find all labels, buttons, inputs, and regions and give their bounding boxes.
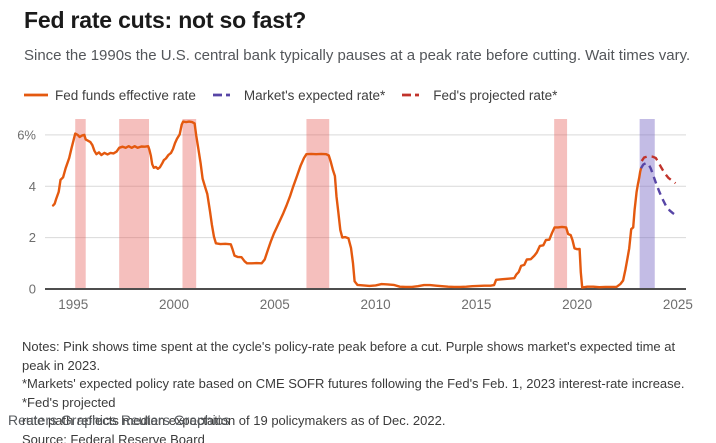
pink-peak-band xyxy=(182,119,197,289)
pink-peak-band xyxy=(554,119,568,289)
note-line: *Markets' expected policy rate based on … xyxy=(22,376,685,410)
legend-label: Market's expected rate* xyxy=(243,87,386,103)
legend-item-2: Fed's projected rate* xyxy=(402,88,557,103)
series-line-0 xyxy=(51,120,643,289)
chart-legend: Fed funds effective rate Market's expecte… xyxy=(24,86,557,104)
series-line-2 xyxy=(640,155,677,185)
chart-notes: Notes: Pink shows time spent at the cycl… xyxy=(22,338,698,443)
x-tick-label: 2005 xyxy=(260,297,290,312)
y-tick-label: 6% xyxy=(17,127,36,142)
note-line: Notes: Pink shows time spent at the cycl… xyxy=(22,339,676,373)
x-tick-label: 2020 xyxy=(562,297,592,312)
legend-item-1: Market's expected rate* xyxy=(212,87,386,103)
x-tick-label: 2015 xyxy=(461,297,491,312)
y-tick-label: 0 xyxy=(29,282,36,297)
pink-peak-band xyxy=(75,119,86,289)
source-note: Source: Federal Reserve Board xyxy=(22,431,205,443)
dashed-line-swatch-icon xyxy=(402,93,427,97)
solid-line-swatch-icon xyxy=(24,93,48,97)
rate-chart-plot: 6% 4 2 0 1995 2000 2005 2010 2015 2020 2025 xyxy=(17,119,693,312)
pink-peak-band xyxy=(306,119,330,289)
page-subtitle: Since the 1990s the U.S. central bank ty… xyxy=(24,47,691,64)
purple-peak-band xyxy=(639,119,655,289)
x-tick-label: 1995 xyxy=(58,297,88,312)
page-title: Fed rate cuts: not so fast? xyxy=(24,7,307,33)
legend-item-0: Fed funds effective rate xyxy=(24,88,196,103)
legend-label: Fed's projected rate* xyxy=(433,87,558,103)
x-tick-label: 2010 xyxy=(361,297,391,312)
pink-peak-band xyxy=(119,119,150,289)
x-tick-label: 2025 xyxy=(663,297,693,312)
x-tick-label: 2000 xyxy=(159,297,189,312)
series-line-1 xyxy=(639,162,677,216)
dashed-line-swatch-icon xyxy=(212,93,237,97)
note-line: rate path reflects median expectation of… xyxy=(22,413,446,428)
y-tick-label: 2 xyxy=(29,230,36,245)
legend-label: Fed funds effective rate xyxy=(55,87,196,103)
y-tick-label: 4 xyxy=(29,179,36,194)
credit-link[interactable]: Reuters Graphics Reuters Graphics xyxy=(8,412,230,428)
